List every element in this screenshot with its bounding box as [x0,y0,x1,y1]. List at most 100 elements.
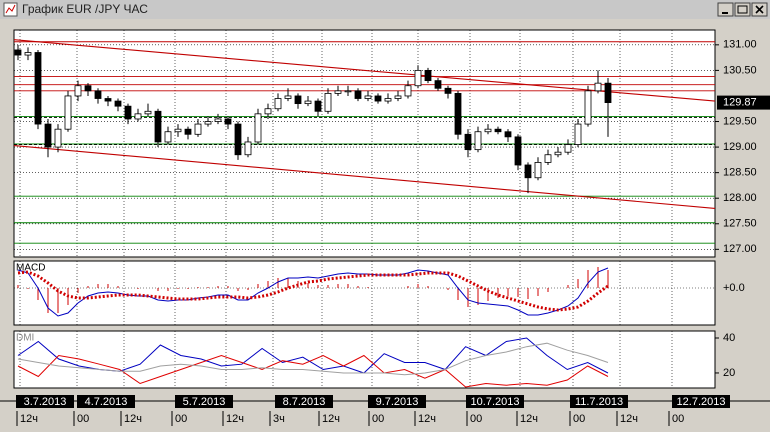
y-tick-label: 128.50 [723,167,757,179]
date-label: 12.7.2013 [677,396,726,408]
title-bar [0,0,770,19]
date-label: 3.7.2013 [24,396,67,408]
candle-body [224,118,232,125]
main-panel [13,29,716,258]
candle-body [294,95,302,105]
date-label: 10.7.2013 [471,396,520,408]
candle-body [214,118,222,122]
hour-label: 00 [175,413,187,425]
y-tick-label: +0.0 [723,282,745,294]
hour-label: 00 [470,413,482,425]
minimize-button[interactable] [717,2,734,17]
candle-body [184,128,192,135]
candle-body [174,128,182,133]
dmi-line [17,354,609,388]
y-tick-label: 129.50 [723,115,757,127]
hour-label: 00 [77,413,89,425]
candle-body [544,154,552,163]
dmi-label: DMI [16,333,34,344]
hour-label: 12ч [418,413,436,425]
date-box [77,395,135,408]
candle-body [524,164,532,179]
candle-body [394,95,402,99]
hour-label: 00 [573,413,585,425]
candle-body [454,92,462,135]
y-tick-label: 127.50 [723,218,757,230]
hour-label: 3ч [273,413,285,425]
hour-label: 12ч [226,413,244,425]
last-price-label: 129.87 [723,97,757,109]
candle-body [594,82,602,92]
candle-body [164,131,172,143]
candle-body [404,85,412,97]
date-label: 5.7.2013 [183,396,226,408]
hour-label: 12ч [124,413,142,425]
candle-body [484,128,492,133]
candle-body [604,82,612,103]
candle-body [534,162,542,179]
y-tick-label: 130.50 [723,64,757,76]
date-box [175,395,233,408]
candle-body [554,151,562,156]
candle-body [274,98,282,110]
candle-body [64,95,72,130]
candle-body [414,69,422,87]
candle-body [154,110,162,143]
window-title: График EUR /JPY ЧАС [22,2,148,16]
candle-body [354,90,362,99]
candle-body [54,128,62,148]
hour-label: 12ч [322,413,340,425]
window-buttons [717,2,768,17]
candle-body [144,110,152,115]
candle-body [194,123,202,135]
hour-label: 12ч [620,413,638,425]
date-label: 9.7.2013 [376,396,419,408]
candle-body [254,113,262,143]
candle-body [264,108,272,115]
y-tick-label: 127.00 [723,243,757,255]
maximize-button[interactable] [734,2,751,17]
candle-body [324,92,332,112]
candle-body [244,141,252,156]
candle-body [124,105,132,120]
dmi-line [17,342,609,376]
candle-body [114,100,122,107]
date-box [570,395,628,408]
candle-body [234,123,242,156]
candle-body [304,100,312,105]
y-tick-label: 20 [723,367,735,379]
hour-label: 12ч [20,413,38,425]
y-tick-label: 40 [723,332,735,344]
close-glyph [755,5,764,14]
dmi-panel [13,330,716,389]
date-box [672,395,730,408]
date-box [368,395,426,408]
candle-body [334,90,342,94]
candle-body [474,131,482,151]
candle-body [104,98,112,102]
candle-body [94,90,102,99]
candle-body [44,123,52,148]
date-label: 4.7.2013 [85,396,128,408]
macd-label: MACD [16,263,45,274]
macd-line [17,267,609,317]
candle-body [314,100,322,112]
date-box [275,395,333,408]
maximize-glyph [737,5,748,14]
window-icon-glyph [5,4,16,14]
candle-body [564,144,572,153]
trend-line [13,144,716,209]
candle-body [574,123,582,145]
candle-body [134,113,142,120]
date-box [466,395,524,408]
candle-body [24,52,32,56]
candle-body [344,90,352,93]
candle-body [494,128,502,133]
candle-body [444,87,452,94]
last-price-box [717,95,770,110]
date-label: 11.7.2013 [575,396,623,408]
y-tick-label: 129.00 [723,141,757,153]
date-box [16,395,74,408]
candle-body [74,85,82,97]
